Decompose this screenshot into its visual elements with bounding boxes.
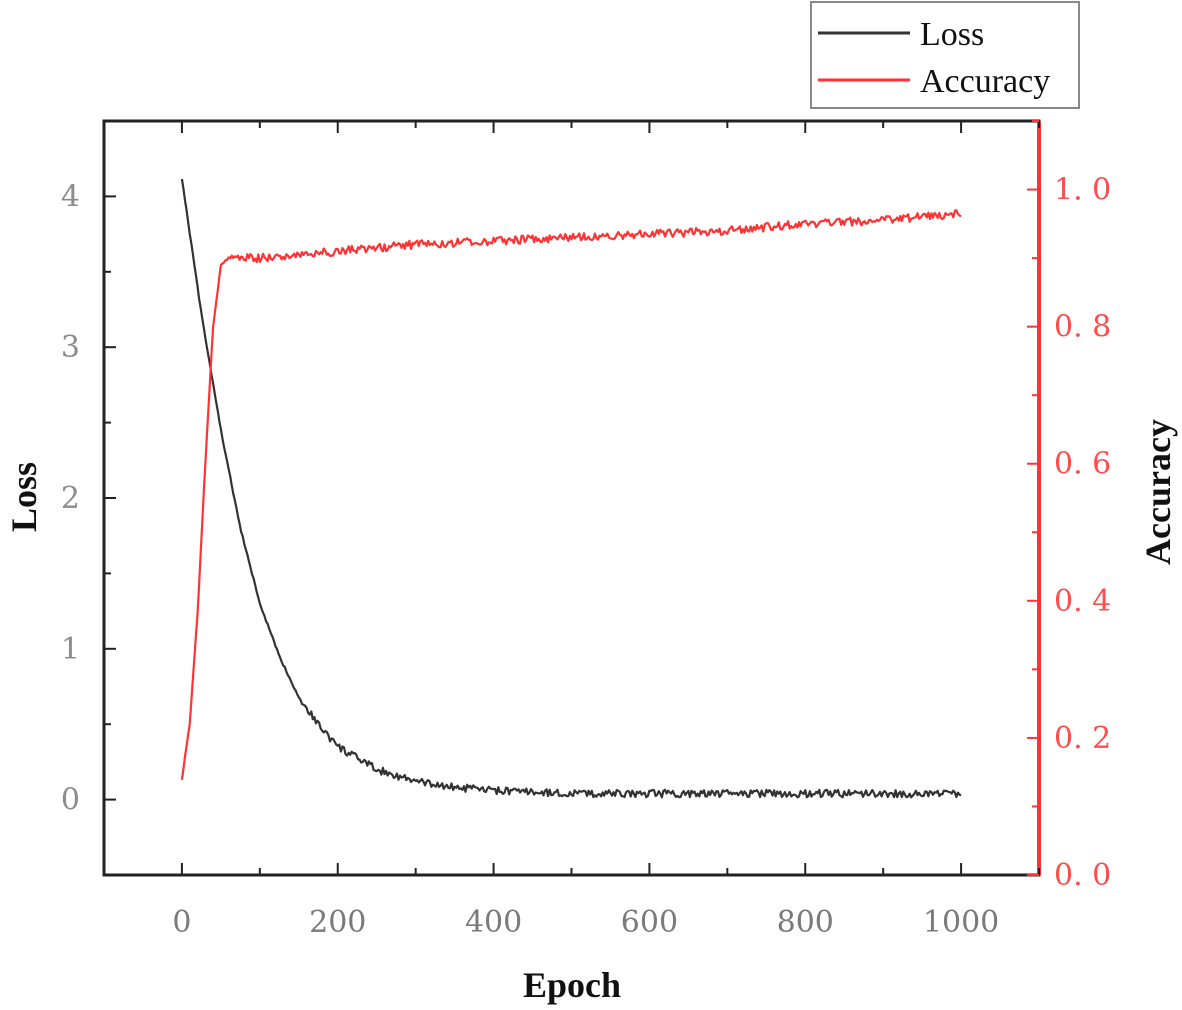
y-right-tick-label: 0. 6 bbox=[1054, 447, 1111, 482]
x-tick-label: 400 bbox=[465, 905, 522, 940]
series-layer bbox=[180, 178, 962, 799]
y-right-tick-label: 0. 2 bbox=[1054, 721, 1111, 756]
x-tick-label: 200 bbox=[309, 905, 366, 940]
x-tick-label: 1000 bbox=[923, 905, 999, 940]
y-right-tick-label: 1. 0 bbox=[1054, 173, 1111, 208]
series-line-loss bbox=[180, 178, 962, 799]
legend-box bbox=[810, 1, 1080, 109]
legend-label-accuracy: Accuracy bbox=[920, 63, 1050, 100]
y-left-tick-label: 0 bbox=[61, 783, 80, 818]
plot-frame bbox=[102, 119, 1041, 877]
left-axis-title: Loss bbox=[4, 462, 44, 532]
y-left-tick-label: 1 bbox=[61, 632, 80, 667]
right-axis-title: Accuracy bbox=[1138, 419, 1178, 565]
legend: Loss Accuracy bbox=[810, 1, 1080, 109]
y-right-tick-label: 0. 8 bbox=[1054, 310, 1111, 345]
x-axis-title: Epoch bbox=[523, 965, 621, 1005]
y-right-tick-label: 0. 0 bbox=[1054, 858, 1111, 893]
y-left-tick-label: 3 bbox=[61, 330, 80, 365]
x-axis-ticks: 0 200 400 600 800 1000 bbox=[103, 121, 1040, 940]
legend-label-loss: Loss bbox=[920, 16, 984, 53]
y-left-tick-label: 4 bbox=[61, 179, 80, 214]
x-tick-label: 0 bbox=[172, 905, 191, 940]
y-left-tick-label: 2 bbox=[61, 481, 80, 516]
y-right-tick-label: 0. 4 bbox=[1054, 584, 1111, 619]
left-axis-ticks: 0 1 2 3 4 bbox=[61, 120, 116, 876]
x-tick-label: 600 bbox=[621, 905, 678, 940]
right-axis-ticks: 0. 0 0. 2 0. 4 0. 6 0. 8 1. 0 bbox=[1027, 120, 1111, 893]
series-line-accuracy bbox=[180, 209, 962, 780]
x-tick-label: 800 bbox=[777, 905, 834, 940]
